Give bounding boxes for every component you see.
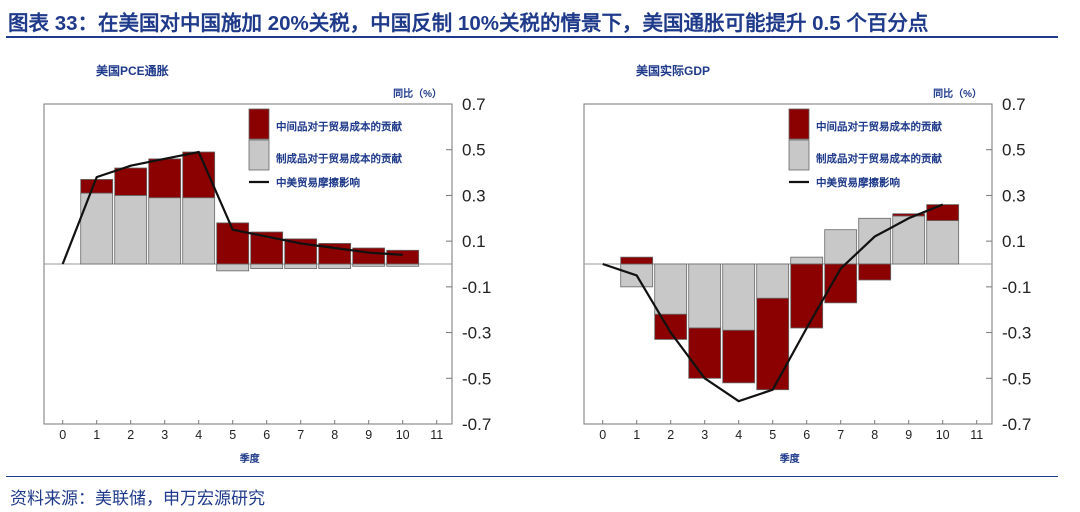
gdp-x-tick-label: 3 (701, 428, 708, 442)
gdp-bar-intermediate-goods (790, 263, 824, 329)
pce-bar-final-goods (114, 195, 148, 265)
pce-x-tick-label: 7 (297, 428, 304, 442)
real-gdp-chart: 美国实际GDP 同比（%） 0.7 0.5 0.3 0.1 -0.1 -0.3 -0.5 -0.7… (583, 63, 1031, 465)
gdp-y-tick-label: -0.5 (1002, 369, 1031, 388)
pce-legend-label-intermediate: 中间品对于贸易成本的贡献 (276, 120, 402, 133)
gdp-bar-intermediate-goods (620, 256, 654, 265)
gdp-bar-intermediate-goods (756, 297, 790, 391)
pce-bar-final-goods (284, 263, 318, 269)
gdp-y-tick-label: -0.3 (1002, 324, 1031, 343)
gdp-x-tick-label: 11 (970, 428, 983, 442)
gdp-x-tick-label: 9 (905, 428, 912, 442)
gdp-bar-intermediate-goods (858, 263, 892, 281)
gdp-bar-final-goods (722, 263, 756, 331)
gdp-bar-intermediate-goods (722, 329, 756, 384)
gdp-y-tick-label: -0.7 (1002, 415, 1031, 434)
gdp-y-tick-label: 0.3 (1002, 186, 1026, 205)
gdp-x-tick-label: 4 (735, 428, 742, 442)
source-note: 资料来源：美联储，申万宏源研究 (10, 489, 265, 508)
gdp-y-tick-label: 0.7 (1002, 95, 1026, 114)
gdp-x-axis-label: 季度 (779, 452, 801, 465)
gdp-y-unit: 同比（%） (933, 87, 982, 100)
gdp-legend-swatch-intermediate (788, 108, 810, 140)
pce-y-tick-label: -0.1 (462, 278, 491, 297)
pce-y-tick-label: 0.3 (462, 186, 486, 205)
gdp-y-tick-label: 0.5 (1002, 141, 1026, 160)
title-divider (6, 36, 1058, 38)
pce-x-tick-label: 1 (93, 428, 100, 442)
pce-y-tick-label: 0.1 (462, 232, 486, 251)
pce-bar-final-goods (148, 197, 182, 265)
pce-legend-swatch-intermediate (248, 108, 270, 140)
pce-bar-intermediate-goods (216, 222, 250, 265)
pce-x-tick-label: 11 (430, 428, 443, 442)
pce-x-tick-label: 0 (59, 428, 66, 442)
gdp-x-tick-label: 0 (599, 428, 606, 442)
pce-trade-friction-line (61, 150, 403, 265)
pce-legend-label-line: 中美贸易摩擦影响 (276, 176, 360, 189)
pce-x-tick-label: 3 (161, 428, 168, 442)
source-divider (6, 476, 1058, 477)
gdp-x-tick-label: 2 (667, 428, 674, 442)
gdp-y-tick-label: 0.1 (1002, 232, 1026, 251)
pce-bar-intermediate-goods (148, 158, 182, 199)
pce-chart-title: 美国PCE通胀 (96, 63, 169, 78)
pce-bar-final-goods (250, 263, 284, 269)
pce-x-tick-label: 9 (365, 428, 372, 442)
pce-bar-final-goods (216, 263, 250, 272)
pce-bar-intermediate-goods (386, 249, 420, 265)
gdp-bar-final-goods (654, 263, 688, 315)
pce-y-unit: 同比（%） (393, 87, 442, 100)
pce-bar-intermediate-goods (114, 167, 148, 196)
pce-x-axis-label: 季度 (239, 452, 261, 465)
gdp-bar-final-goods (756, 263, 790, 299)
pce-x-tick-label: 5 (229, 428, 236, 442)
gdp-x-tick-label: 8 (871, 428, 878, 442)
pce-x-tick-label: 2 (127, 428, 134, 442)
gdp-x-tick-label: 7 (837, 428, 844, 442)
gdp-x-tick-label: 10 (936, 428, 950, 442)
pce-legend-swatch-final (248, 139, 270, 171)
gdp-bar-intermediate-goods (654, 313, 688, 340)
pce-bar-final-goods (182, 197, 216, 265)
pce-y-tick-label: -0.5 (462, 369, 491, 388)
gdp-bar-intermediate-goods (892, 213, 926, 217)
pce-bar-intermediate-goods (250, 231, 284, 265)
pce-legend-label-final: 制成品对于贸易成本的贡献 (276, 152, 402, 165)
figure-title: 图表 33：在美国对中国施加 20%关税，中国反制 10%关税的情景下，美国通胀… (8, 12, 929, 35)
pce-x-tick-label: 8 (331, 428, 338, 442)
gdp-legend-swatch-final (788, 139, 810, 171)
gdp-bar-intermediate-goods (688, 327, 722, 379)
gdp-bar-intermediate-goods (926, 204, 960, 221)
pce-y-tick-label: 0.5 (462, 141, 486, 160)
gdp-legend-label-line: 中美贸易摩擦影响 (816, 176, 900, 189)
gdp-x-tick-label: 5 (769, 428, 776, 442)
gdp-y-tick-label: -0.1 (1002, 278, 1031, 297)
gdp-x-tick-label: 1 (633, 428, 640, 442)
gdp-bar-final-goods (926, 220, 960, 265)
pce-x-tick-label: 10 (396, 428, 410, 442)
gdp-bar-final-goods (858, 217, 892, 265)
pce-y-tick-label: -0.3 (462, 324, 491, 343)
gdp-legend-label-intermediate: 中间品对于贸易成本的贡献 (816, 120, 942, 133)
gdp-chart-title: 美国实际GDP (636, 63, 710, 78)
pce-x-tick-label: 4 (195, 428, 202, 442)
gdp-bar-final-goods (688, 263, 722, 329)
pce-y-tick-label: 0.7 (462, 95, 486, 114)
pce-y-tick-label: -0.7 (462, 415, 491, 434)
gdp-bar-final-goods (790, 256, 824, 265)
pce-x-tick-label: 6 (263, 428, 270, 442)
pce-bar-intermediate-goods (80, 179, 114, 194)
pce-bar-final-goods (318, 263, 352, 269)
gdp-x-tick-label: 6 (803, 428, 810, 442)
gdp-legend-label-final: 制成品对于贸易成本的贡献 (816, 152, 942, 165)
gdp-trade-friction-line (602, 203, 944, 403)
